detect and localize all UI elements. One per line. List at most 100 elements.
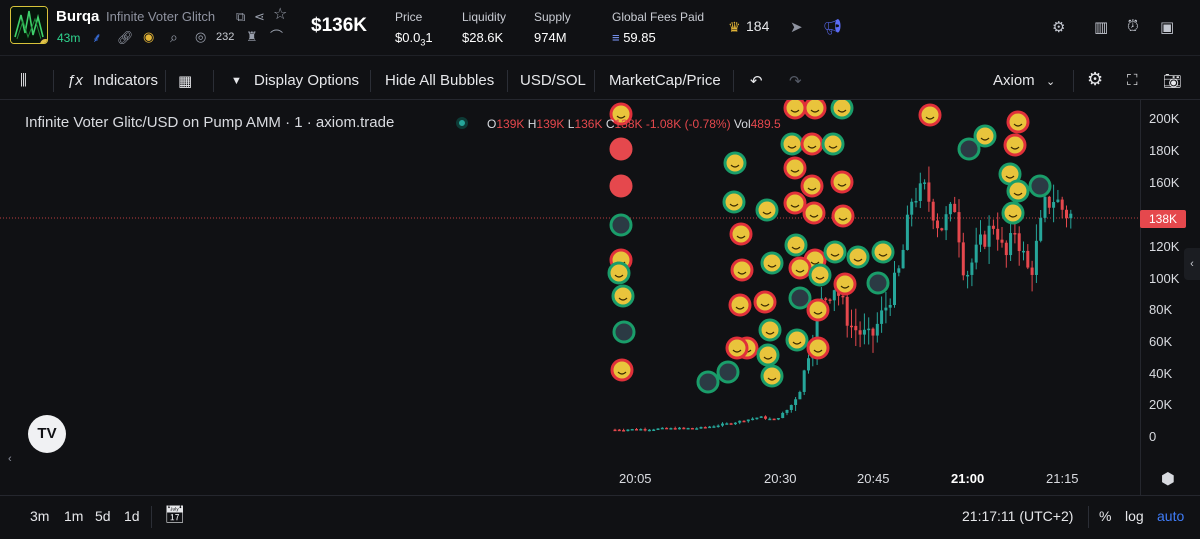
chevron-down-icon[interactable]: ▼ bbox=[231, 75, 242, 87]
trade-bubble bbox=[609, 213, 633, 237]
link-icon[interactable]: 🔗︎ bbox=[117, 30, 134, 45]
hexagon-icon[interactable]: ⬢ bbox=[1161, 471, 1175, 488]
range-3m[interactable]: 3m bbox=[30, 508, 50, 524]
candle bbox=[841, 295, 845, 298]
coin-icon[interactable]: ◉ bbox=[143, 29, 155, 44]
current-price-tag: 138K bbox=[1140, 210, 1186, 228]
candle bbox=[738, 420, 742, 423]
telegram-icon[interactable]: ➤ bbox=[790, 19, 803, 36]
log-toggle[interactable]: log bbox=[1125, 508, 1144, 524]
candle bbox=[1047, 196, 1051, 208]
smiley-mouth bbox=[790, 109, 800, 113]
sol-option[interactable]: /SOL bbox=[551, 72, 586, 89]
fullscreen-icon[interactable]: ⛶ bbox=[1127, 72, 1138, 89]
candle bbox=[927, 182, 931, 202]
divider bbox=[165, 70, 166, 92]
market-cap: $136K bbox=[311, 15, 367, 36]
ohlc-change: -1.08K (-0.78%) bbox=[645, 117, 731, 131]
candle-type-icon[interactable]: ⫼ bbox=[20, 72, 27, 89]
price-chart[interactable] bbox=[0, 100, 1140, 495]
hide-icon[interactable]: ⌒ bbox=[270, 29, 284, 44]
currency-toggle[interactable]: USD/SOL bbox=[520, 72, 586, 89]
smiley-mouth bbox=[925, 116, 935, 120]
candle bbox=[652, 429, 656, 432]
candle bbox=[944, 214, 948, 231]
candle bbox=[910, 201, 914, 215]
holder-count[interactable]: 184 bbox=[746, 18, 770, 34]
chart-settings-icon[interactable]: ⚙ bbox=[1087, 69, 1104, 89]
candle bbox=[678, 427, 681, 430]
metric-toggle[interactable]: MarketCap/Price bbox=[609, 72, 721, 89]
smiley-mouth bbox=[838, 217, 848, 221]
templates-icon[interactable]: ▦ bbox=[178, 73, 193, 90]
range-1d[interactable]: 1d bbox=[124, 508, 140, 524]
candle bbox=[893, 272, 896, 305]
divider bbox=[733, 70, 734, 92]
share-icon[interactable]: ⋖ bbox=[254, 9, 265, 24]
indicators-button[interactable]: Indicators bbox=[93, 72, 159, 89]
candle bbox=[923, 182, 927, 184]
token-avatar[interactable] bbox=[10, 6, 48, 44]
price-axis[interactable] bbox=[1140, 100, 1200, 495]
redo-icon[interactable]: ↷ bbox=[789, 73, 802, 90]
candle bbox=[854, 325, 858, 331]
trade-bubble bbox=[1006, 110, 1030, 134]
star-icon[interactable]: ☆ bbox=[273, 6, 288, 23]
megaphone-icon[interactable]: 📢︎ bbox=[823, 19, 843, 36]
feather-icon[interactable]: ⸙ bbox=[92, 30, 102, 45]
token-age: 43m bbox=[57, 31, 81, 45]
exchange-chevron-icon[interactable]: ⌄ bbox=[1046, 76, 1056, 88]
candle bbox=[656, 428, 660, 431]
candle bbox=[987, 225, 991, 247]
copy-icon[interactable]: ⧉ bbox=[236, 9, 246, 24]
stat-fees-value: ≡ 59.85 bbox=[612, 30, 704, 45]
smiley-mouth bbox=[614, 274, 624, 278]
smiley-mouth bbox=[980, 137, 990, 141]
undo-icon[interactable]: ↶ bbox=[750, 73, 763, 90]
screenshot-icon[interactable]: 📷︎ bbox=[1163, 73, 1183, 90]
trade-bubble bbox=[1003, 133, 1027, 157]
trade-bubble bbox=[1001, 201, 1025, 225]
y-tick: 200K bbox=[1149, 111, 1180, 126]
exchange-selector[interactable]: Axiom bbox=[993, 72, 1035, 89]
alarm-icon[interactable]: ⏰︎ bbox=[1127, 18, 1139, 35]
range-5d[interactable]: 5d bbox=[95, 508, 111, 524]
candle bbox=[824, 298, 828, 300]
percent-toggle[interactable]: % bbox=[1099, 508, 1112, 524]
goto-date-icon[interactable]: 📅︎ bbox=[164, 505, 186, 524]
auto-toggle[interactable]: auto bbox=[1157, 508, 1185, 524]
range-1m[interactable]: 1m bbox=[64, 508, 84, 524]
scroll-left-icon[interactable]: ‹ bbox=[8, 453, 12, 465]
hide-bubbles-button[interactable]: Hide All Bubbles bbox=[385, 72, 495, 89]
layout-icon[interactable]: ▣ bbox=[1160, 19, 1175, 36]
ohlc-low: 136K bbox=[574, 117, 603, 131]
display-options-button[interactable]: Display Options bbox=[254, 72, 360, 89]
tradingview-logo[interactable]: TV bbox=[28, 415, 66, 453]
candle bbox=[729, 423, 733, 425]
chart-icon[interactable]: ▥ bbox=[1094, 19, 1109, 36]
stat-price-label: Price bbox=[395, 10, 423, 24]
trade-bubble bbox=[831, 204, 855, 228]
ohlc-open: 139K bbox=[496, 117, 525, 131]
sol-icon: ≡ bbox=[612, 30, 624, 45]
token-image-art bbox=[11, 7, 47, 43]
trade-bubble bbox=[788, 256, 812, 280]
trade-bubble bbox=[753, 290, 777, 314]
smiley-mouth bbox=[837, 183, 847, 187]
bot-icon[interactable]: ♜ bbox=[246, 29, 258, 44]
x-tick: 20:30 bbox=[764, 471, 797, 486]
candle bbox=[875, 323, 879, 336]
usd-option[interactable]: USD bbox=[520, 72, 552, 89]
trade-bubble bbox=[722, 190, 746, 214]
search-icon[interactable]: ⌕ bbox=[170, 29, 178, 45]
indicators-icon[interactable]: ƒx bbox=[67, 72, 83, 89]
candle bbox=[858, 330, 862, 335]
x-tick: 20:45 bbox=[857, 471, 890, 486]
collapse-panel-icon[interactable]: ‹ bbox=[1184, 248, 1200, 280]
settings-icon[interactable]: ⚙ bbox=[1052, 19, 1066, 36]
marketcap-option[interactable]: MarketCap bbox=[609, 72, 683, 89]
smiley-mouth bbox=[840, 285, 850, 289]
trade-bubble bbox=[784, 233, 808, 257]
price-option[interactable]: /Price bbox=[682, 72, 721, 89]
divider bbox=[370, 70, 371, 92]
